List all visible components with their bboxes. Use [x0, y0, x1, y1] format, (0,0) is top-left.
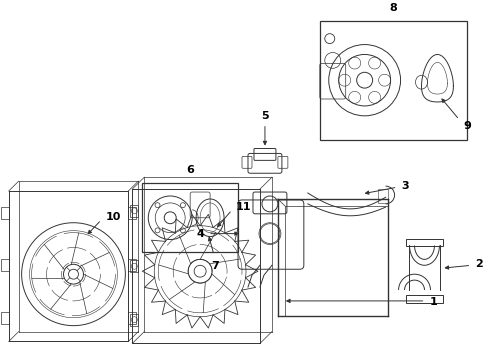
Text: 4: 4: [196, 229, 204, 239]
Bar: [0, 207, 9, 219]
Bar: [128, 259, 136, 271]
Bar: [378, 189, 388, 203]
Bar: [130, 314, 138, 326]
Bar: [0, 259, 9, 271]
Bar: [320, 21, 467, 140]
Bar: [128, 207, 136, 219]
Text: 10: 10: [105, 212, 121, 222]
Text: 1: 1: [429, 297, 437, 307]
Text: 11: 11: [236, 202, 251, 212]
Text: 2: 2: [475, 259, 483, 269]
Text: 5: 5: [261, 111, 269, 121]
Text: 6: 6: [186, 165, 194, 175]
Text: 8: 8: [390, 3, 397, 13]
Bar: [128, 312, 136, 324]
Bar: [0, 312, 9, 324]
Text: 3: 3: [401, 181, 409, 191]
Text: 9: 9: [464, 121, 471, 131]
Bar: [130, 205, 138, 217]
Bar: [130, 260, 138, 272]
Bar: [406, 295, 443, 303]
Bar: [406, 239, 443, 247]
Text: 7: 7: [211, 261, 219, 271]
Bar: [142, 183, 238, 252]
